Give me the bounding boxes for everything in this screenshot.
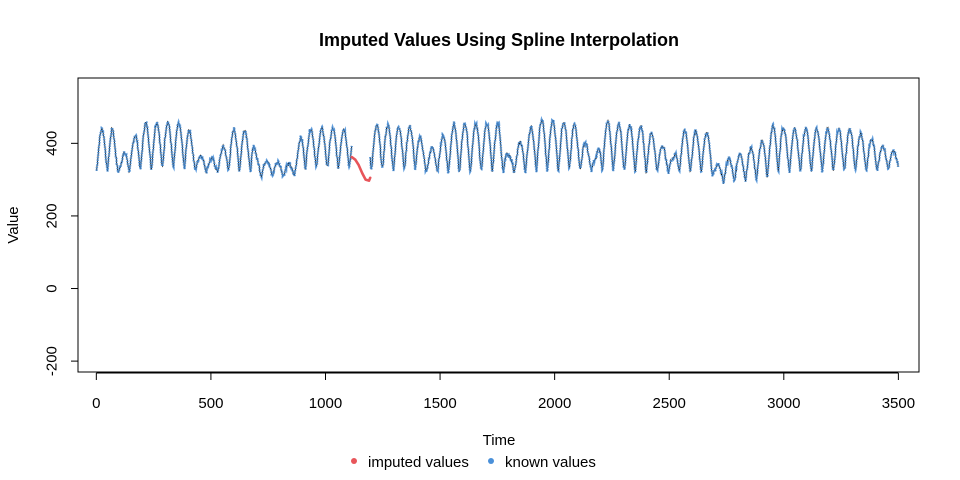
legend-marker-known xyxy=(488,458,494,464)
legend: imputed values known values xyxy=(351,454,596,471)
x-tick-label: 500 xyxy=(198,395,223,412)
plot-area xyxy=(95,115,900,185)
legend-label-imputed: imputed values xyxy=(368,454,469,471)
y-tick-label: 400 xyxy=(44,131,61,156)
y-tick-label: 0 xyxy=(44,284,61,292)
x-tick-label: 3500 xyxy=(882,395,915,412)
chart-title: Imputed Values Using Spline Interpolatio… xyxy=(319,30,679,50)
legend-label-known: known values xyxy=(505,454,596,471)
x-axis-label: Time xyxy=(483,432,516,449)
imputed-values-line xyxy=(350,155,372,182)
x-tick-label: 3000 xyxy=(767,395,800,412)
y-axis: -200 0 200 400 xyxy=(44,131,79,376)
x-tick-label: 0 xyxy=(92,395,100,412)
x-axis: 0 500 1000 1500 2000 2500 3000 3500 xyxy=(92,372,915,412)
y-axis-label: Value xyxy=(5,206,22,243)
x-tick-label: 1500 xyxy=(423,395,456,412)
y-tick-label: 200 xyxy=(44,203,61,228)
y-tick-label: -200 xyxy=(44,346,61,376)
x-tick-label: 2000 xyxy=(538,395,571,412)
legend-marker-imputed xyxy=(351,458,357,464)
x-tick-label: 2500 xyxy=(653,395,686,412)
known-values-points xyxy=(369,115,900,185)
x-tick-label: 1000 xyxy=(309,395,342,412)
known-values-points xyxy=(95,118,353,182)
